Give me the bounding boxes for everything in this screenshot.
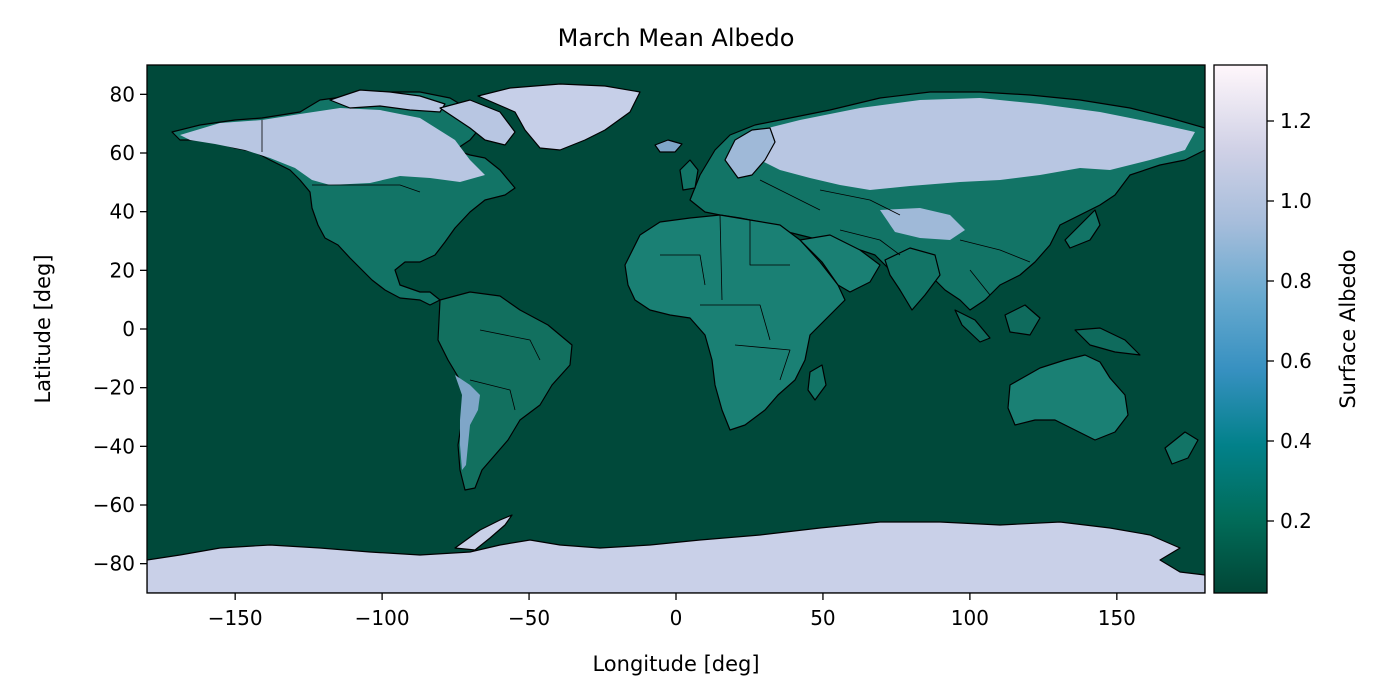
y-tick-label: −80 bbox=[93, 552, 135, 576]
snow-andes bbox=[455, 375, 480, 470]
landmass-greenland bbox=[477, 83, 641, 151]
x-tick-label: 50 bbox=[810, 606, 835, 630]
x-tick-label: 150 bbox=[1098, 606, 1136, 630]
landmass-antarctic-peninsula bbox=[454, 514, 513, 551]
landmass-arabia bbox=[799, 234, 881, 293]
landmass-africa bbox=[624, 214, 846, 431]
colorbar-label: Surface Albedo bbox=[1336, 249, 1360, 408]
y-tick-label: −20 bbox=[93, 376, 135, 400]
y-tick-label: −40 bbox=[93, 434, 135, 458]
y-tick-label: 40 bbox=[110, 200, 135, 224]
x-axis-label: Longitude [deg] bbox=[592, 652, 759, 676]
landmass-japan bbox=[1064, 209, 1101, 249]
y-tick-label: −60 bbox=[93, 493, 135, 517]
landmass-borneo bbox=[1004, 304, 1041, 336]
y-tick-label: 0 bbox=[122, 317, 135, 341]
y-axis: 80 60 40 20 0 −20 −40 −60 −80 bbox=[93, 82, 147, 576]
snow-north-america bbox=[180, 108, 485, 185]
country-borders bbox=[261, 120, 1031, 411]
landmass-antarctica bbox=[147, 521, 1205, 593]
x-tick-label: 100 bbox=[951, 606, 989, 630]
chart-title: March Mean Albedo bbox=[558, 24, 795, 52]
y-axis-label: Latitude [deg] bbox=[31, 254, 55, 403]
colorbar-axis: 0.2 0.4 0.6 0.8 1.0 1.2 bbox=[1267, 109, 1312, 533]
landmass-iceland bbox=[654, 139, 683, 153]
landmass-britain bbox=[679, 159, 699, 191]
colorbar-tick-label: 0.2 bbox=[1280, 509, 1312, 533]
colorbar-tick-label: 1.2 bbox=[1280, 109, 1312, 133]
y-tick-label: 60 bbox=[110, 141, 135, 165]
map-plot-area bbox=[147, 65, 1205, 593]
y-tick-label: 80 bbox=[110, 82, 135, 106]
x-axis: −150 −100 −50 0 50 100 150 bbox=[208, 593, 1136, 630]
x-tick-label: −150 bbox=[208, 606, 263, 630]
snow-eurasia bbox=[760, 98, 1195, 190]
landmass-india bbox=[884, 247, 941, 311]
landmass-baffin bbox=[439, 99, 516, 146]
landmass-new-zealand bbox=[1164, 431, 1199, 465]
colorbar-tick-label: 0.4 bbox=[1280, 429, 1312, 453]
x-tick-label: 0 bbox=[670, 606, 683, 630]
colorbar-tick-label: 1.0 bbox=[1280, 189, 1312, 213]
landmass-new-guinea bbox=[1074, 327, 1141, 356]
colorbar bbox=[1213, 64, 1268, 594]
landmass-scandinavia bbox=[724, 127, 776, 179]
land-masses bbox=[147, 83, 1205, 593]
x-tick-label: −100 bbox=[355, 606, 410, 630]
colorbar-tick-label: 0.8 bbox=[1280, 269, 1312, 293]
landmass-sumatra bbox=[954, 309, 991, 343]
y-tick-label: 20 bbox=[110, 258, 135, 282]
landmass-australia bbox=[1007, 354, 1129, 441]
snow-himalaya bbox=[880, 208, 965, 240]
landmass-madagascar bbox=[807, 364, 827, 401]
x-tick-label: −50 bbox=[508, 606, 550, 630]
colorbar-tick-label: 0.6 bbox=[1280, 349, 1312, 373]
